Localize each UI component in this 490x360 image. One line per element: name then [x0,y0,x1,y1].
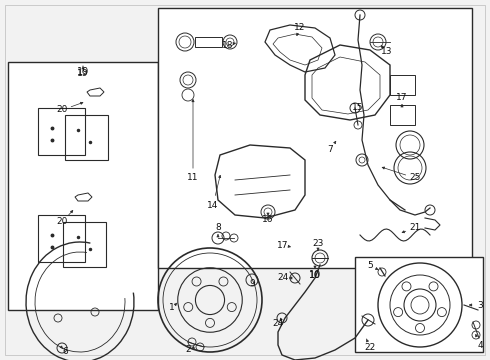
Bar [8,62,158,310]
Text: 2: 2 [185,346,191,355]
Text: 9: 9 [249,279,255,288]
Text: 8: 8 [215,224,221,233]
Text: 10: 10 [309,270,321,279]
Text: 4: 4 [477,341,483,350]
Text: 14: 14 [207,201,219,210]
Text: 12: 12 [294,23,306,32]
Text: 5: 5 [367,261,373,270]
Text: 3: 3 [477,301,483,310]
Text: 13: 13 [381,48,393,57]
Text: 19: 19 [77,68,89,77]
Text: 10: 10 [309,270,321,280]
Text: 20: 20 [56,105,68,114]
Text: 16: 16 [262,216,274,225]
Bar [355,257,483,352]
Text: 1: 1 [169,303,175,312]
Text: 17: 17 [396,94,408,103]
Text: 24: 24 [272,319,284,328]
Text: 22: 22 [365,343,376,352]
Text: 7: 7 [327,145,333,154]
Text: 17: 17 [277,240,289,249]
Text: 24: 24 [277,274,289,283]
Text: 15: 15 [352,104,364,112]
Text: 11: 11 [187,174,199,183]
Text: 20: 20 [56,217,68,226]
Text: 6: 6 [62,347,68,356]
Text: 21: 21 [409,224,421,233]
Text: 23: 23 [312,238,324,248]
Text: 18: 18 [222,40,234,49]
Bar [158,8,472,268]
Text: 25: 25 [409,174,421,183]
Text: 19: 19 [77,67,89,77]
